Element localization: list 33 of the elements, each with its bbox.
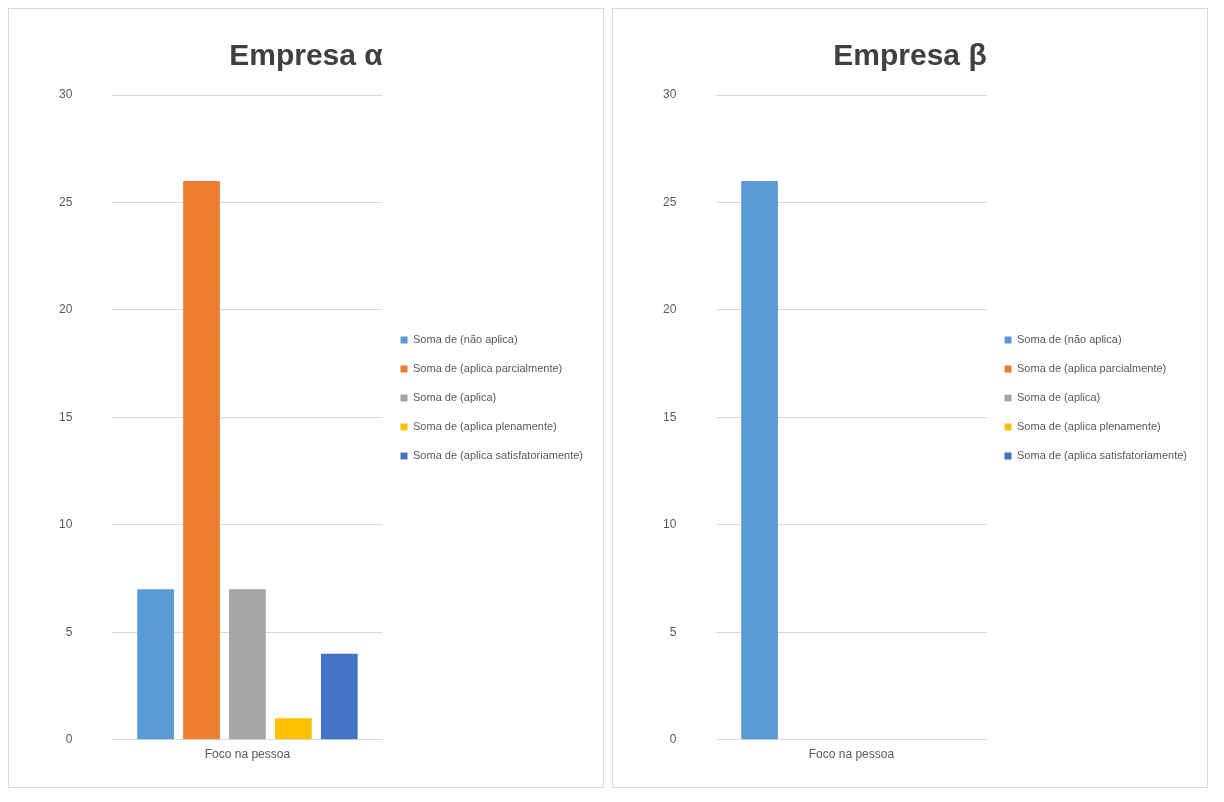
- legend-label: Soma de (aplica plenamente): [1017, 420, 1161, 433]
- legend-label: Soma de (aplica plenamente): [413, 420, 557, 433]
- y-tick-label: 0: [669, 732, 677, 747]
- y-tick-label: 15: [662, 409, 677, 424]
- bar: [320, 653, 358, 740]
- legend-label: Soma de (aplica parcialmente): [413, 362, 563, 375]
- legend-label: Soma de (aplica parcialmente): [1017, 362, 1167, 375]
- bar: [137, 589, 174, 740]
- y-tick-label: 0: [65, 732, 73, 747]
- bar: [275, 718, 312, 740]
- x-tick-label: Foco na pessoa: [204, 747, 291, 762]
- y-tick-label: 30: [662, 87, 677, 102]
- bar: [229, 589, 266, 740]
- x-tick-label: Foco na pessoa: [808, 747, 895, 762]
- y-tick-label: 25: [58, 194, 73, 209]
- y-tick-label: 30: [58, 87, 73, 102]
- legend-label: Soma de (aplica satisfatoriamente): [1017, 449, 1187, 462]
- y-tick-label: 20: [58, 302, 73, 317]
- y-tick-label: 10: [662, 517, 677, 532]
- legend-label: Soma de (não aplica): [1017, 333, 1122, 346]
- y-tick-label: 5: [669, 624, 677, 639]
- legend-label: Soma de (aplica): [413, 391, 497, 404]
- y-tick-label: 15: [58, 409, 73, 424]
- y-tick-label: 5: [65, 624, 73, 639]
- y-tick-label: 10: [58, 517, 73, 532]
- chart-title: Empresa α: [229, 38, 384, 72]
- legend-label: Soma de (aplica satisfatoriamente): [413, 449, 583, 462]
- bar: [183, 180, 220, 740]
- y-tick-label: 20: [662, 302, 677, 317]
- legend-label: Soma de (aplica): [1017, 391, 1101, 404]
- y-tick-label: 25: [662, 194, 677, 209]
- chart-title: Empresa β: [833, 38, 987, 72]
- legend-label: Soma de (não aplica): [413, 333, 518, 346]
